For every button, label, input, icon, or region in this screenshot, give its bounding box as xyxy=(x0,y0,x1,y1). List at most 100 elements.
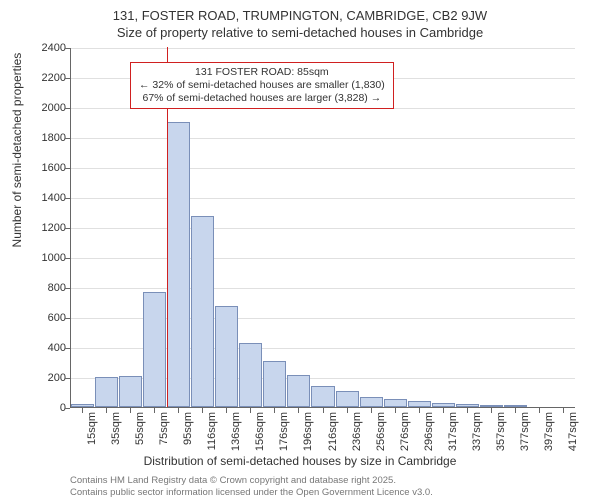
y-tick-label: 2200 xyxy=(16,72,66,84)
x-tick-label: 15sqm xyxy=(86,412,98,445)
annotation-line2: ← 32% of semi-detached houses are smalle… xyxy=(139,79,385,92)
y-tick-label: 1800 xyxy=(16,132,66,144)
x-tick-label: 55sqm xyxy=(134,412,146,445)
x-tick-mark xyxy=(491,408,492,413)
histogram-bar xyxy=(191,216,214,407)
x-tick-mark xyxy=(515,408,516,413)
y-tick-mark xyxy=(65,378,70,379)
x-tick-mark xyxy=(395,408,396,413)
histogram-bar xyxy=(167,122,190,407)
x-tick-mark xyxy=(130,408,131,413)
x-tick-label: 196sqm xyxy=(302,412,314,451)
x-tick-label: 156sqm xyxy=(254,412,266,451)
y-tick-mark xyxy=(65,258,70,259)
annotation-box: 131 FOSTER ROAD: 85sqm ← 32% of semi-det… xyxy=(130,62,394,109)
y-tick-label: 1400 xyxy=(16,192,66,204)
x-tick-mark xyxy=(419,408,420,413)
x-tick-mark xyxy=(82,408,83,413)
x-tick-mark xyxy=(154,408,155,413)
x-tick-label: 317sqm xyxy=(447,412,459,451)
histogram-bar xyxy=(432,403,455,408)
x-tick-label: 95sqm xyxy=(182,412,194,445)
x-tick-label: 337sqm xyxy=(471,412,483,451)
histogram-bar xyxy=(408,401,431,407)
histogram-bar xyxy=(456,404,479,407)
histogram-bar xyxy=(384,399,407,407)
x-tick-mark xyxy=(539,408,540,413)
histogram-bar xyxy=(287,375,310,407)
gridline xyxy=(71,258,575,259)
y-tick-mark xyxy=(65,228,70,229)
x-axis-label: Distribution of semi-detached houses by … xyxy=(0,454,600,468)
x-tick-label: 296sqm xyxy=(423,412,435,451)
x-tick-label: 216sqm xyxy=(327,412,339,451)
y-tick-mark xyxy=(65,138,70,139)
x-tick-label: 417sqm xyxy=(567,412,579,451)
x-tick-label: 357sqm xyxy=(495,412,507,451)
y-tick-label: 1600 xyxy=(16,162,66,174)
chart-title-block: 131, FOSTER ROAD, TRUMPINGTON, CAMBRIDGE… xyxy=(0,0,600,42)
y-tick-mark xyxy=(65,108,70,109)
footer-line2: Contains public sector information licen… xyxy=(70,487,433,498)
footer-text: Contains HM Land Registry data © Crown c… xyxy=(70,475,433,498)
y-tick-label: 200 xyxy=(16,372,66,384)
histogram-bar xyxy=(95,377,118,407)
histogram-bar xyxy=(71,404,94,407)
annotation-line1: 131 FOSTER ROAD: 85sqm xyxy=(139,66,385,79)
y-tick-mark xyxy=(65,408,70,409)
histogram-bar xyxy=(311,386,334,407)
x-tick-mark xyxy=(467,408,468,413)
gridline xyxy=(71,288,575,289)
x-tick-label: 397sqm xyxy=(543,412,555,451)
x-tick-mark xyxy=(202,408,203,413)
x-tick-label: 377sqm xyxy=(519,412,531,451)
y-tick-label: 1200 xyxy=(16,222,66,234)
title-line1: 131, FOSTER ROAD, TRUMPINGTON, CAMBRIDGE… xyxy=(0,8,600,25)
histogram-bar xyxy=(263,361,286,408)
gridline xyxy=(71,168,575,169)
footer-line1: Contains HM Land Registry data © Crown c… xyxy=(70,475,433,486)
x-tick-mark xyxy=(226,408,227,413)
histogram-bar xyxy=(360,397,383,408)
x-tick-mark xyxy=(443,408,444,413)
title-line2: Size of property relative to semi-detach… xyxy=(0,25,600,42)
x-tick-mark xyxy=(323,408,324,413)
gridline xyxy=(71,138,575,139)
y-tick-label: 1000 xyxy=(16,252,66,264)
x-tick-label: 116sqm xyxy=(206,412,218,450)
chart-container: 131, FOSTER ROAD, TRUMPINGTON, CAMBRIDGE… xyxy=(0,0,600,500)
histogram-bar xyxy=(504,405,527,407)
x-tick-mark xyxy=(106,408,107,413)
y-tick-mark xyxy=(65,198,70,199)
annotation-line3: 67% of semi-detached houses are larger (… xyxy=(139,92,385,105)
gridline xyxy=(71,48,575,49)
x-tick-mark xyxy=(563,408,564,413)
histogram-bar xyxy=(143,292,166,408)
histogram-bar xyxy=(336,391,359,407)
y-tick-mark xyxy=(65,348,70,349)
x-tick-mark xyxy=(250,408,251,413)
x-tick-mark xyxy=(371,408,372,413)
x-tick-mark xyxy=(274,408,275,413)
gridline xyxy=(71,198,575,199)
gridline xyxy=(71,228,575,229)
x-tick-label: 236sqm xyxy=(351,412,363,451)
y-tick-label: 400 xyxy=(16,342,66,354)
y-tick-mark xyxy=(65,78,70,79)
x-tick-mark xyxy=(298,408,299,413)
y-tick-label: 0 xyxy=(16,402,66,414)
histogram-bar xyxy=(119,376,142,407)
y-tick-label: 2000 xyxy=(16,102,66,114)
x-tick-mark xyxy=(178,408,179,413)
y-tick-mark xyxy=(65,288,70,289)
histogram-bar xyxy=(239,343,262,407)
y-tick-label: 600 xyxy=(16,312,66,324)
y-tick-label: 800 xyxy=(16,282,66,294)
x-tick-mark xyxy=(347,408,348,413)
y-tick-label: 2400 xyxy=(16,42,66,54)
y-tick-mark xyxy=(65,318,70,319)
x-tick-label: 136sqm xyxy=(230,412,242,451)
y-tick-mark xyxy=(65,48,70,49)
y-tick-mark xyxy=(65,168,70,169)
x-tick-label: 35sqm xyxy=(110,412,122,445)
